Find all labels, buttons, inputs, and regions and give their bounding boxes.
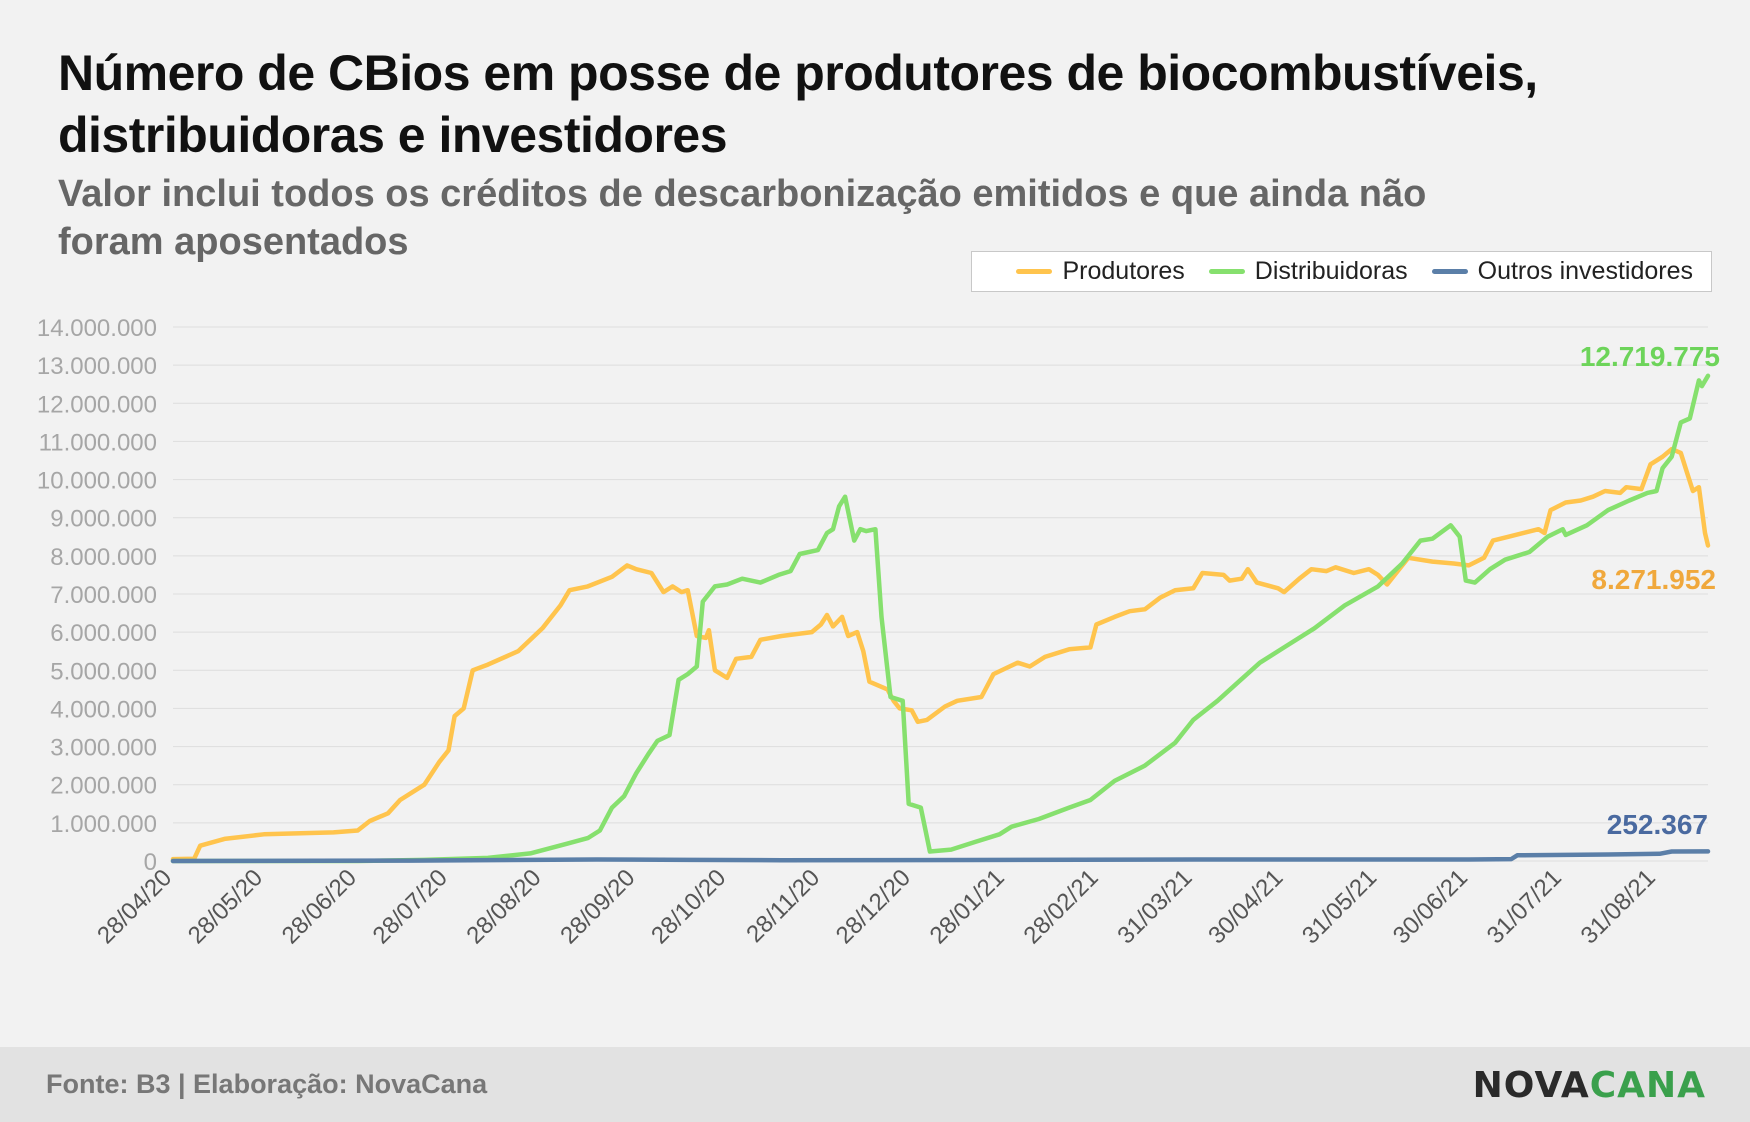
y-tick-label: 3.000.000 <box>50 735 157 762</box>
chart-gridlines <box>173 326 1708 862</box>
x-tick-label: 28/08/20 <box>461 864 546 949</box>
x-axis-tick-labels: 28/04/20 28/05/20 28/06/20 28/07/20 28/08/20… <box>92 864 1661 949</box>
logo-part-cana: CANA <box>1589 1065 1706 1106</box>
y-tick-label: 6.000.000 <box>50 620 157 647</box>
x-tick-label: 28/11/20 <box>741 864 825 948</box>
chart-legend: Produtores Distribuidoras Outros investi… <box>971 251 1712 292</box>
x-tick-label: 30/04/21 <box>1203 864 1288 949</box>
y-tick-label: 2.000.000 <box>50 773 157 800</box>
x-tick-label: 31/08/21 <box>1576 864 1661 949</box>
y-tick-label: 14.000.000 <box>37 315 157 342</box>
source-note: Fonte: B3 | Elaboração: NovaCana <box>46 1069 488 1099</box>
y-axis-tick-labels: 0 1.000.000 2.000.000 3.000.000 4.000.000 5.0… <box>37 315 157 876</box>
legend-swatch-distribuidoras <box>1208 269 1245 274</box>
chart-subtitle: Valor inclui todos os créditos de descar… <box>58 173 1427 263</box>
x-tick-label: 31/03/21 <box>1112 864 1197 949</box>
y-tick-label: 11.000.000 <box>39 429 157 456</box>
y-tick-label: 4.000.000 <box>50 696 157 723</box>
legend-swatch-outros-investidores <box>1431 269 1468 274</box>
x-tick-label: 28/02/21 <box>1019 864 1104 949</box>
series-line-outros-investidores <box>170 849 1711 864</box>
chart-end-labels: 8.271.952 12.719.775 252.367 <box>1580 341 1720 840</box>
x-tick-label: 28/04/20 <box>92 864 177 949</box>
legend-label-outros-investidores: Outros investidores <box>1477 257 1693 285</box>
legend-item-outros-investidores: Outros investidores <box>1431 257 1693 286</box>
end-label-outros-investidores: 252.367 <box>1607 809 1708 840</box>
x-tick-label: 31/07/21 <box>1482 864 1567 949</box>
series-line-produtores <box>170 446 1711 862</box>
line-chart: 0 1.000.000 2.000.000 3.000.000 4.000.000 5.0… <box>37 315 1720 949</box>
chart-title: Número de CBios em posse de produtores d… <box>58 45 1538 163</box>
footer: Fonte: B3 | Elaboração: NovaCana NOVACAN… <box>0 1047 1750 1122</box>
y-tick-label: 5.000.000 <box>50 658 157 685</box>
y-tick-label: 9.000.000 <box>50 506 157 533</box>
legend-label-produtores: Produtores <box>1062 257 1185 285</box>
x-tick-label: 31/05/21 <box>1297 864 1382 949</box>
y-tick-label: 0 <box>144 849 157 876</box>
end-label-produtores: 8.271.952 <box>1591 564 1716 595</box>
x-tick-label: 28/01/21 <box>925 864 1010 949</box>
y-tick-label: 8.000.000 <box>50 544 157 571</box>
y-tick-label: 12.000.000 <box>37 391 157 418</box>
x-tick-label: 28/07/20 <box>368 864 453 949</box>
logo-part-nova: NOVA <box>1472 1065 1590 1106</box>
legend-label-distribuidoras: Distribuidoras <box>1254 257 1408 285</box>
end-label-distribuidoras: 12.719.775 <box>1580 341 1720 372</box>
series-line-distribuidoras <box>170 373 1711 864</box>
legend-item-produtores: Produtores <box>1016 257 1185 286</box>
y-tick-label: 7.000.000 <box>50 582 157 609</box>
x-tick-label: 28/06/20 <box>277 864 362 949</box>
legend-swatch-produtores <box>1016 269 1053 274</box>
y-tick-label: 13.000.000 <box>37 353 157 380</box>
x-tick-label: 28/10/20 <box>646 864 731 949</box>
y-tick-label: 1.000.000 <box>50 811 157 838</box>
novacana-logo: NOVACANA <box>1473 1065 1706 1106</box>
x-tick-label: 28/05/20 <box>183 864 268 949</box>
x-tick-label: 30/06/21 <box>1388 864 1473 949</box>
legend-item-distribuidoras: Distribuidoras <box>1208 257 1408 286</box>
chart-series-lines <box>170 373 1711 864</box>
y-tick-label: 10.000.000 <box>37 468 157 495</box>
x-tick-label: 28/09/20 <box>555 864 640 949</box>
x-tick-label: 28/12/20 <box>831 864 916 949</box>
